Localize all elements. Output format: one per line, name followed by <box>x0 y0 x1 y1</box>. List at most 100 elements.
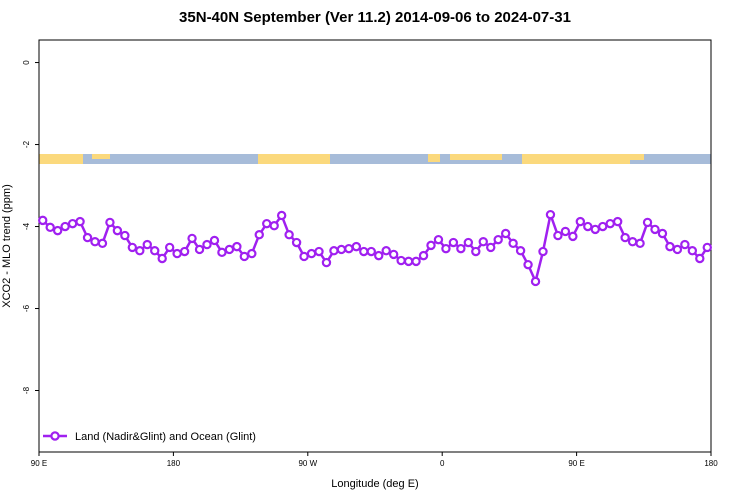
data-point <box>239 251 250 262</box>
data-point <box>508 238 518 249</box>
land-band <box>258 154 330 164</box>
data-point <box>598 221 608 232</box>
data-point <box>291 237 302 248</box>
data-point <box>665 241 675 252</box>
data-point <box>194 244 205 255</box>
ocean-band <box>39 154 711 164</box>
x-tick-label: 90 E <box>568 459 584 468</box>
data-point <box>150 246 160 256</box>
data-point <box>359 246 369 257</box>
y-tick-label: -4 <box>22 222 31 230</box>
data-point <box>172 248 182 259</box>
data-point <box>553 230 563 241</box>
data-point <box>52 225 63 236</box>
data-point <box>224 244 235 255</box>
land-band <box>630 154 644 160</box>
data-point <box>605 218 615 229</box>
data-point <box>590 224 600 235</box>
data-point <box>642 217 653 228</box>
data-point <box>523 259 533 270</box>
land-band <box>522 154 630 164</box>
y-axis-label: XCO2 - MLO trend (ppm) <box>1 184 13 307</box>
data-point <box>38 215 48 226</box>
data-point <box>135 246 145 256</box>
x-tick-label: 90 E <box>31 459 47 468</box>
y-tick-label: -2 <box>22 140 31 148</box>
data-point <box>538 246 548 257</box>
land-band <box>450 154 502 160</box>
data-point <box>680 239 690 250</box>
data-point <box>448 237 459 248</box>
data-point <box>254 230 264 240</box>
data-point <box>396 255 406 266</box>
x-tick-label: 0 <box>440 459 445 468</box>
data-point <box>545 209 556 220</box>
data-point <box>75 216 85 227</box>
data-point <box>187 233 197 244</box>
data-point <box>336 244 347 255</box>
data-point <box>650 224 660 235</box>
data-point <box>575 216 586 227</box>
data-point <box>112 225 123 236</box>
data-point <box>403 256 414 267</box>
data-point <box>515 246 526 256</box>
data-point <box>90 236 100 247</box>
data-point <box>329 246 339 256</box>
data-point <box>209 235 220 246</box>
data-point <box>299 251 309 262</box>
land-band <box>92 154 110 159</box>
data-point <box>321 257 332 268</box>
data-point <box>560 226 571 237</box>
data-point <box>60 221 70 232</box>
data-point <box>284 230 294 240</box>
data-point <box>344 243 354 254</box>
data-point <box>388 249 399 260</box>
data-point <box>612 216 623 227</box>
data-point <box>672 244 683 255</box>
data-point <box>127 242 138 253</box>
data-point <box>247 248 257 259</box>
data-point <box>695 253 705 264</box>
data-point <box>456 243 466 254</box>
data-point <box>426 240 436 251</box>
data-point <box>269 221 279 231</box>
data-point <box>441 243 451 254</box>
data-point <box>142 239 152 250</box>
data-point <box>67 218 78 229</box>
data-point <box>164 242 175 253</box>
data-point <box>202 239 212 250</box>
legend-label: Land (Nadir&Glint) and Ocean (Glint) <box>75 431 256 443</box>
data-point <box>179 246 190 257</box>
data-point <box>306 248 317 259</box>
data-point <box>500 228 511 239</box>
data-point <box>411 256 421 267</box>
land-band <box>428 154 440 162</box>
legend-marker <box>50 431 60 441</box>
data-point <box>433 234 444 245</box>
data-point <box>635 238 645 249</box>
data-point <box>583 221 593 232</box>
plot-frame <box>38 39 712 453</box>
data-point <box>657 228 668 239</box>
data-point <box>314 246 324 257</box>
data-point <box>493 234 503 245</box>
x-tick-label: 180 <box>704 459 718 468</box>
data-point <box>568 231 578 242</box>
data-point <box>530 276 541 287</box>
data-point <box>418 250 429 261</box>
data-point <box>366 246 376 257</box>
data-point <box>351 241 362 252</box>
x-tick-label: 90 W <box>298 459 317 468</box>
x-axis-label: Longitude (deg E) <box>331 478 418 490</box>
x-tick-label: 180 <box>167 459 181 468</box>
legend-item: Land (Nadir&Glint) and Ocean (Glint) <box>43 431 256 443</box>
data-point <box>687 246 698 256</box>
y-tick-label: -8 <box>22 386 31 394</box>
data-point <box>702 242 712 253</box>
land-ocean-strip <box>39 154 711 164</box>
data-point <box>627 236 638 247</box>
land-band <box>39 154 83 164</box>
data-point <box>478 236 488 247</box>
